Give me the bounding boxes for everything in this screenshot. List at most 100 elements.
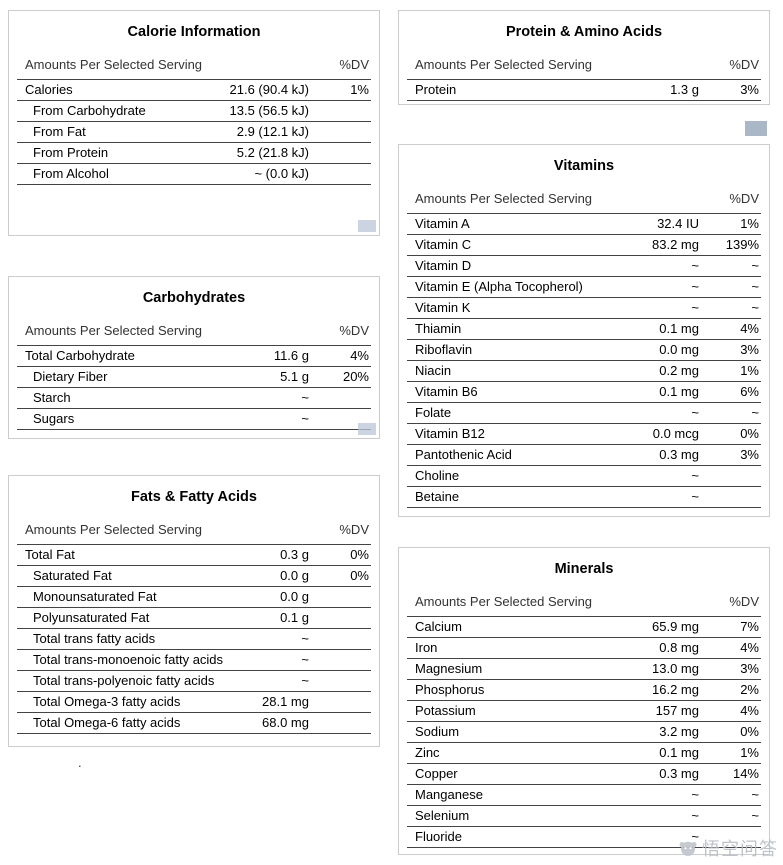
row-dv: ~ — [751, 300, 759, 315]
row-value: 13.5 (56.5 kJ) — [229, 103, 310, 118]
row-label: Monounsaturated Fat — [33, 589, 157, 604]
amounts-header-label: Amounts Per Selected Serving — [415, 191, 593, 206]
table-row: From Carbohydrate 13.5 (56.5 kJ) — [17, 101, 371, 122]
row-label: Saturated Fat — [33, 568, 112, 583]
row-value: ~ — [301, 673, 309, 688]
row-value: 2.9 (12.1 kJ) — [236, 124, 309, 139]
table-header: Amounts Per Selected Serving %DV — [17, 317, 371, 346]
row-dv: ~ — [751, 258, 759, 273]
panel-carbohydrates: Carbohydrates Amounts Per Selected Servi… — [8, 276, 380, 439]
row-value: 0.1 mg — [659, 321, 699, 336]
row-value: ~ — [301, 390, 309, 405]
table-row: Phosphorus 16.2 mg 2% — [407, 680, 761, 701]
row-value: 32.4 IU — [657, 216, 699, 231]
row-label: Potassium — [415, 703, 476, 718]
row-value: ~ — [301, 652, 309, 667]
table-row: Vitamin K ~ ~ — [407, 298, 761, 319]
ui-artifact-square — [358, 220, 376, 232]
table-body: Protein 1.3 g 3% — [407, 80, 761, 101]
row-dv: 6% — [740, 384, 759, 399]
table-row: Betaine ~ — [407, 487, 761, 508]
row-value: ~ — [691, 258, 699, 273]
row-value: 5.2 (21.8 kJ) — [236, 145, 309, 160]
row-value: 0.0 g — [280, 589, 309, 604]
row-label: From Alcohol — [33, 166, 109, 181]
row-value: 13.0 mg — [652, 661, 699, 676]
table-header: Amounts Per Selected Serving %DV — [17, 51, 371, 80]
row-label: Fluoride — [415, 829, 462, 844]
table-row: Sugars ~ — [17, 409, 371, 430]
table-body: Total Fat 0.3 g 0% Saturated Fat 0.0 g 0% Mono… — [17, 545, 371, 734]
row-dv: 4% — [740, 640, 759, 655]
row-label: Iron — [415, 640, 438, 655]
row-dv: 7% — [740, 619, 759, 634]
row-dv: 3% — [740, 661, 759, 676]
table-row: Total trans fatty acids ~ — [17, 629, 371, 650]
table-row: Copper 0.3 mg 14% — [407, 764, 761, 785]
row-dv: 1% — [740, 216, 759, 231]
amounts-header-label: Amounts Per Selected Serving — [25, 57, 203, 72]
watermark: 悟空问答 — [678, 835, 778, 861]
row-value: 0.0 mg — [659, 342, 699, 357]
row-label: Polyunsaturated Fat — [33, 610, 150, 625]
table-row: Total Omega-6 fatty acids 68.0 mg — [17, 713, 371, 734]
row-dv: 4% — [740, 321, 759, 336]
table-row: Fluoride ~ — [407, 827, 761, 848]
row-dv: 0% — [350, 547, 369, 562]
row-label: Dietary Fiber — [33, 369, 108, 384]
row-value: ~ — [691, 300, 699, 315]
row-label: Total Carbohydrate — [25, 348, 135, 363]
row-label: From Carbohydrate — [33, 103, 146, 118]
row-label: Sugars — [33, 411, 75, 426]
table-row: Starch ~ — [17, 388, 371, 409]
panel-minerals: Minerals Amounts Per Selected Serving %D… — [398, 547, 770, 855]
row-value: 16.2 mg — [652, 682, 699, 697]
right-column: Protein & Amino Acids Amounts Per Select… — [398, 10, 770, 855]
table-header: Amounts Per Selected Serving %DV — [407, 185, 761, 214]
wukong-logo-icon — [678, 838, 698, 858]
row-label: Total Omega-3 fatty acids — [33, 694, 181, 709]
row-value: 28.1 mg — [262, 694, 309, 709]
row-value: ~ — [691, 787, 699, 802]
row-dv: 3% — [740, 447, 759, 462]
stray-period: . — [78, 755, 82, 770]
table-row: Vitamin D ~ ~ — [407, 256, 761, 277]
table-row: From Fat 2.9 (12.1 kJ) — [17, 122, 371, 143]
row-label: Thiamin — [415, 321, 462, 336]
panel-title: Minerals — [554, 561, 614, 577]
row-value: 0.0 mcg — [652, 426, 699, 441]
row-value: 21.6 (90.4 kJ) — [229, 82, 310, 97]
row-label: Total Fat — [25, 547, 75, 562]
table-header: Amounts Per Selected Serving %DV — [17, 516, 371, 545]
table-row: From Alcohol ~ (0.0 kJ) — [17, 164, 371, 185]
row-label: Vitamin E (Alpha Tocopherol) — [415, 279, 583, 294]
row-dv: 1% — [740, 363, 759, 378]
row-label: Riboflavin — [415, 342, 473, 357]
row-label: Phosphorus — [415, 682, 485, 697]
table-row: Dietary Fiber 5.1 g 20% — [17, 367, 371, 388]
row-dv: 14% — [732, 766, 759, 781]
row-dv: ~ — [751, 279, 759, 294]
table-row: Total Carbohydrate 11.6 g 4% — [17, 346, 371, 367]
table-body: Calories 21.6 (90.4 kJ) 1% From Carbohydrat… — [17, 80, 371, 185]
row-value: 0.3 mg — [659, 766, 699, 781]
row-value: ~ — [691, 808, 699, 823]
amounts-header-label: Amounts Per Selected Serving — [415, 594, 593, 609]
table-body: Total Carbohydrate 11.6 g 4% Dietary Fiber 5… — [17, 346, 371, 430]
row-label: Vitamin B12 — [415, 426, 485, 441]
row-dv: 4% — [350, 348, 369, 363]
row-value: 3.2 mg — [659, 724, 699, 739]
row-value: ~ — [301, 411, 309, 426]
row-dv: 3% — [740, 82, 759, 97]
table-row: Calories 21.6 (90.4 kJ) 1% — [17, 80, 371, 101]
row-value: ~ — [691, 829, 699, 844]
row-label: Copper — [415, 766, 458, 781]
table-header: Amounts Per Selected Serving %DV — [407, 51, 761, 80]
row-label: Niacin — [415, 363, 452, 378]
row-label: Manganese — [415, 787, 483, 802]
row-value: 0.2 mg — [659, 363, 699, 378]
panel-title: Carbohydrates — [142, 290, 246, 306]
table-row: Choline ~ — [407, 466, 761, 487]
table-row: Niacin 0.2 mg 1% — [407, 361, 761, 382]
